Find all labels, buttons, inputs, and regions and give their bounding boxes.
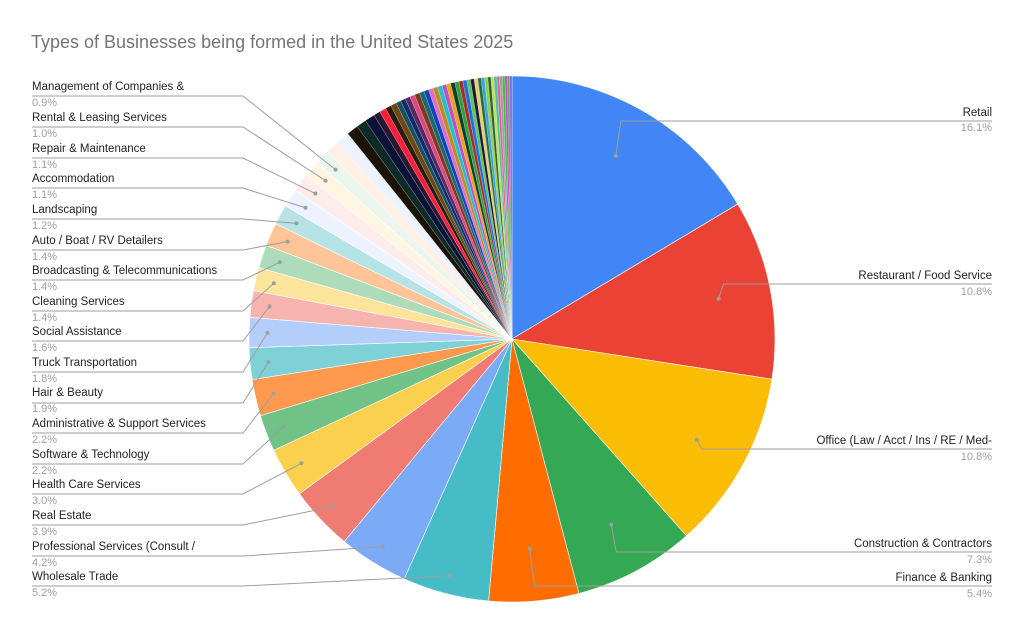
pct-wholesale: 5.2% <box>32 587 58 599</box>
label-cleaning: Cleaning Services <box>32 296 125 308</box>
leader-lines <box>32 95 992 587</box>
label-real-estate: Real Estate <box>32 510 92 522</box>
label-truck: Truck Transportation <box>32 357 138 369</box>
label-repair: Repair & Maintenance <box>32 143 146 155</box>
label-management: Management of Companies & <box>32 81 185 93</box>
pct-broadcasting: 1.4% <box>32 281 58 293</box>
label-administrative: Administrative & Support Services <box>32 418 206 430</box>
pie-slices <box>248 75 776 603</box>
pct-accommodation: 1.1% <box>32 189 58 201</box>
label-accommodation: Accommodation <box>32 173 115 185</box>
label-retail: Retail <box>962 107 992 119</box>
pct-cleaning: 1.4% <box>32 312 58 324</box>
pct-hair-beauty: 1.9% <box>32 403 58 415</box>
pie-slice <box>511 75 739 340</box>
label-finance: Finance & Banking <box>895 572 992 584</box>
label-auto-detailers: Auto / Boat / RV Detailers <box>32 235 163 247</box>
label-rental: Rental & Leasing Services <box>32 112 167 124</box>
pie-slice <box>509 75 513 340</box>
pct-retail: 16.1% <box>960 122 992 134</box>
pct-landscaping: 1.2% <box>32 220 58 232</box>
label-construction: Construction & Contractors <box>853 538 992 550</box>
label-office: Office (Law / Acct / Ins / RE / Med- <box>816 435 992 447</box>
pct-office: 10.8% <box>960 451 992 463</box>
label-professional: Professional Services (Consult / <box>32 541 195 553</box>
chart-title: Types of Businesses being formed in the … <box>31 32 514 52</box>
pie-slice <box>511 338 773 537</box>
pct-software: 2.2% <box>32 465 58 477</box>
pct-social-assistance: 1.6% <box>32 342 58 354</box>
pct-auto-detailers: 1.4% <box>32 251 58 263</box>
pct-rental: 1.0% <box>32 128 58 140</box>
pie-slice <box>511 338 687 594</box>
label-software: Software & Technology <box>32 449 150 461</box>
pct-professional: 4.2% <box>32 557 58 569</box>
label-hair-beauty: Hair & Beauty <box>32 387 103 399</box>
label-health-care: Health Care Services <box>32 479 141 491</box>
pct-real-estate: 3.9% <box>32 526 58 538</box>
pct-repair: 1.1% <box>32 159 58 171</box>
pct-construction: 7.3% <box>966 554 992 566</box>
pie-slice <box>511 203 776 380</box>
label-wholesale: Wholesale Trade <box>32 571 119 583</box>
label-landscaping: Landscaping <box>32 204 98 216</box>
label-restaurant: Restaurant / Food Service <box>858 270 992 282</box>
label-social-assistance: Social Assistance <box>32 326 122 338</box>
pct-administrative: 2.2% <box>32 434 58 446</box>
pct-truck: 1.8% <box>32 373 58 385</box>
pct-finance: 5.4% <box>966 588 992 600</box>
pct-management: 0.9% <box>32 97 58 109</box>
pct-health-care: 3.0% <box>32 495 58 507</box>
pct-restaurant: 10.8% <box>960 286 992 298</box>
label-broadcasting: Broadcasting & Telecommunications <box>32 265 218 277</box>
